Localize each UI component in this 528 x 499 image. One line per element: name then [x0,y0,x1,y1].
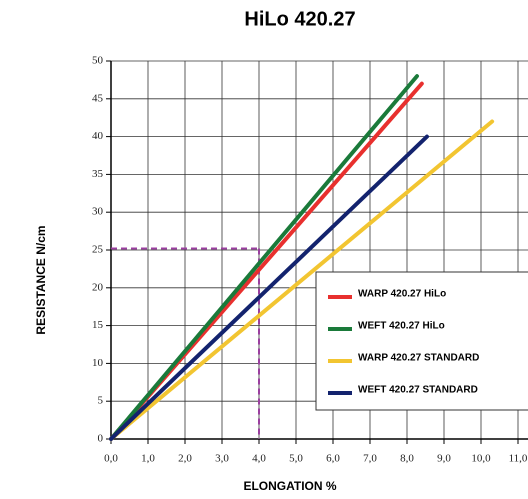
data-line [109,134,429,441]
x-tick-label: 1,0 [141,453,155,465]
y-tick-label: 50 [92,55,104,67]
x-tick-label: 6,0 [326,453,340,465]
y-tick-label: 35 [92,168,104,180]
x-tick-label: 5,0 [289,453,303,465]
x-tick-label: 4,0 [252,453,266,465]
legend-label: WEFT 420.27 HiLo [358,321,445,332]
legend-label: WARP 420.27 HiLo [358,289,446,300]
legend-label: WEFT 420.27 STANDARD [358,385,478,396]
x-tick-label: 7,0 [363,453,377,465]
legend-label: WARP 420.27 STANDARD [358,353,479,364]
x-tick-label: 3,0 [215,453,229,465]
y-tick-label: 10 [92,357,104,369]
y-tick-label: 5 [98,395,104,407]
chart-title: HiLo 420.27 [244,8,355,30]
y-tick-label: 25 [92,244,104,256]
y-tick-label: 0 [98,433,104,445]
x-axis-label: ELONGATION % [243,479,336,493]
y-tick-label: 40 [92,130,104,142]
y-tick-label: 15 [92,319,104,331]
y-tick-label: 30 [92,206,104,218]
y-tick-label: 20 [92,281,104,293]
x-tick-label: 0,0 [104,453,118,465]
y-axis-label: RESISTANCE N/cm [34,225,48,334]
data-line [109,74,419,441]
x-tick-label: 2,0 [178,453,192,465]
data-line [109,119,495,441]
x-tick-label: 10,0 [471,453,491,465]
y-tick-label: 45 [92,92,104,104]
x-tick-label: 8,0 [400,453,414,465]
x-tick-label: 9,0 [437,453,451,465]
x-tick-label: 11,0 [509,453,528,465]
